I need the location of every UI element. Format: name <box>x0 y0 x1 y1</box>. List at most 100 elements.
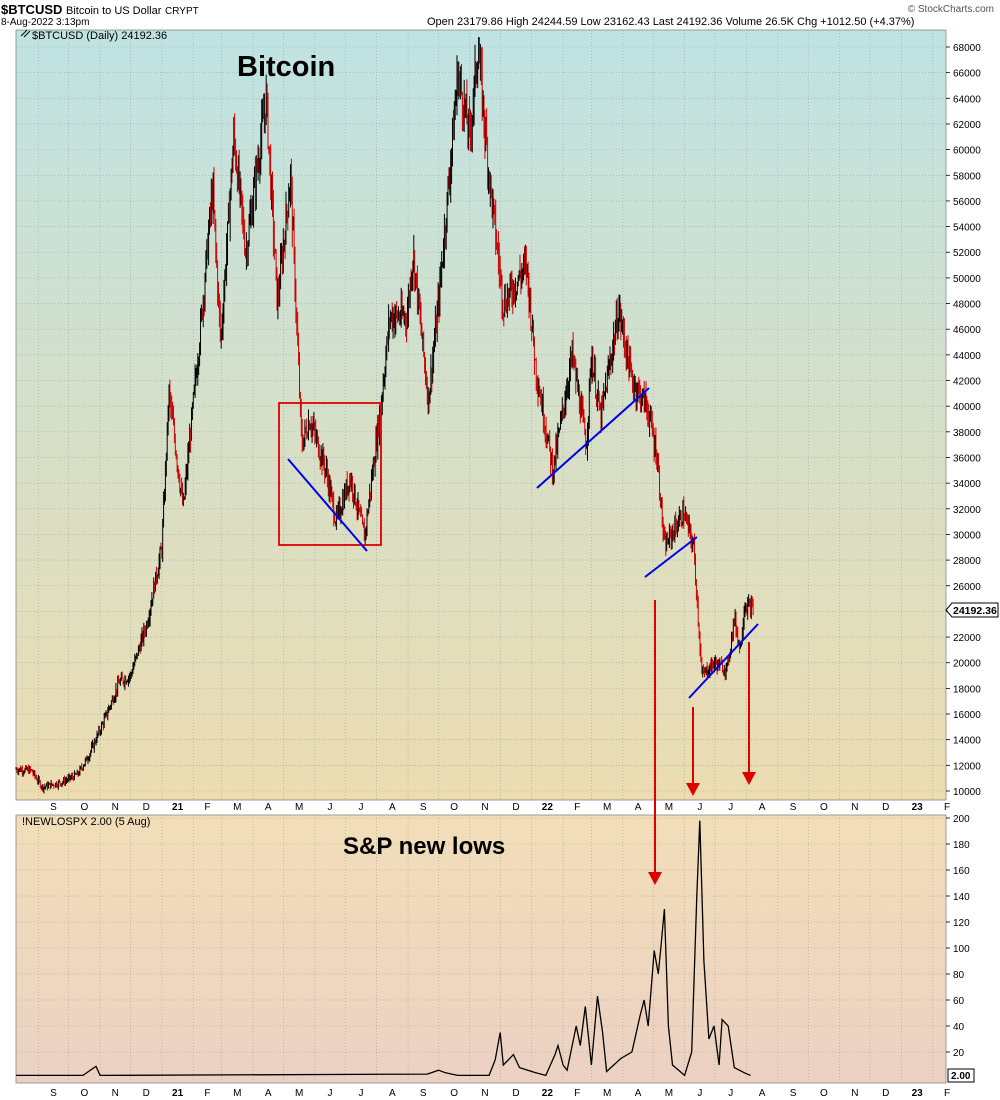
consolidation-box <box>278 402 382 546</box>
y-tick-label: 22000 <box>953 633 981 644</box>
y-tick-label: 56000 <box>953 197 981 208</box>
chart-date: 8-Aug-2022 3:13pm <box>1 17 90 28</box>
newlows-legend: !NEWLOSPX 2.00 (5 Aug) <box>22 816 150 828</box>
y-tick-label: 34000 <box>953 479 981 490</box>
y-tick-label: 100 <box>953 944 970 955</box>
x-tick-label: S <box>50 802 57 813</box>
x-tick-label: J <box>728 802 733 813</box>
x-tick-label: J <box>328 802 333 813</box>
y-tick-label: 36000 <box>953 453 981 464</box>
y-tick-label: 16000 <box>953 710 981 721</box>
newlows-annotation: S&P new lows <box>343 833 505 860</box>
trendline-4 <box>688 623 759 699</box>
x-tick-label: 23 <box>912 802 924 813</box>
x-tick-label: 22 <box>542 802 554 813</box>
x-tick-label: S <box>50 1088 57 1099</box>
x-tick-label: D <box>882 1088 889 1099</box>
gridlines <box>16 30 946 1083</box>
price-last-tag: 24192.36 <box>945 602 999 618</box>
y-tick-label: 66000 <box>953 69 981 80</box>
x-tick-label: J <box>697 1088 702 1099</box>
x-tick-label: F <box>944 1088 950 1099</box>
y-tick-label: 42000 <box>953 377 981 388</box>
y-tick-label: 14000 <box>953 736 981 747</box>
x-tick-label: M <box>295 802 303 813</box>
y-tick-label: 50000 <box>953 274 981 285</box>
y-tick-label: 80 <box>953 970 965 981</box>
x-tick-label: D <box>512 802 519 813</box>
x-tick-label: A <box>759 1088 766 1099</box>
y-tick-label: 26000 <box>953 582 981 593</box>
newlows-line <box>16 820 751 1077</box>
y-tick-label: 38000 <box>953 428 981 439</box>
price-y-axis: 1000012000140001600018000200002200024000… <box>946 43 981 798</box>
x-tick-label: O <box>450 802 458 813</box>
y-tick-label: 40000 <box>953 402 981 413</box>
newlows-last-value: 2.00 <box>951 1071 971 1082</box>
instrument-name: Bitcoin to US Dollar <box>66 5 162 17</box>
ohlc-readout: Open 23179.86 High 24244.59 Low 23162.43… <box>427 16 915 28</box>
newlows-last-tag: 2.00 <box>947 1068 975 1083</box>
x-tick-label: 21 <box>172 1088 184 1099</box>
newlows-y-axis: 20 40 60 80 100 120 140 160 180 200 <box>946 814 970 1059</box>
y-tick-label: 32000 <box>953 505 981 516</box>
newlows-panel-bg <box>15 814 947 1084</box>
newlows-x-axis: S O N D 21 F M A M J J A S O N D 22 F M A M J J A S O N D 23 F <box>50 1088 950 1099</box>
x-tick-label: J <box>358 1088 363 1099</box>
newlows-legend-text: !NEWLOSPX 2.00 (5 Aug) <box>22 816 150 828</box>
x-tick-label: M <box>603 1088 611 1099</box>
x-tick-label: N <box>112 1088 119 1099</box>
x-tick-label: J <box>697 802 702 813</box>
x-tick-label: F <box>944 802 950 813</box>
y-tick-label: 68000 <box>953 43 981 54</box>
x-tick-label: D <box>143 802 150 813</box>
y-tick-label: 64000 <box>953 94 981 105</box>
x-tick-label: M <box>295 1088 303 1099</box>
x-tick-label: 21 <box>172 802 184 813</box>
x-tick-label: 23 <box>912 1088 924 1099</box>
x-tick-label: A <box>389 802 396 813</box>
y-tick-label: 60 <box>953 996 965 1007</box>
arrow-august <box>742 642 756 785</box>
bitcoin-annotation: Bitcoin <box>237 51 335 83</box>
x-tick-label: N <box>851 1088 858 1099</box>
x-tick-label: M <box>233 1088 241 1099</box>
x-tick-label: N <box>112 802 119 813</box>
x-tick-label: S <box>420 1088 427 1099</box>
x-tick-label: A <box>635 1088 642 1099</box>
x-tick-label: S <box>790 802 797 813</box>
price-legend-text: $BTCUSD (Daily) 24192.36 <box>32 30 167 42</box>
y-tick-label: 160 <box>953 866 970 877</box>
y-tick-label: 18000 <box>953 684 981 695</box>
x-tick-label: F <box>204 802 210 813</box>
y-tick-label: 120 <box>953 918 970 929</box>
x-tick-label: J <box>358 802 363 813</box>
x-tick-label: S <box>420 802 427 813</box>
price-bars <box>15 37 754 794</box>
y-tick-label: 44000 <box>953 351 981 362</box>
x-tick-label: M <box>233 802 241 813</box>
y-tick-label: 52000 <box>953 248 981 259</box>
x-tick-label: J <box>328 1088 333 1099</box>
y-tick-label: 60000 <box>953 146 981 157</box>
trendline-2 <box>536 387 650 489</box>
x-tick-label: M <box>665 1088 673 1099</box>
price-x-axis: S O N D 21 F M A M J J A S O N D 22 F M A M J J A S O N D 23 F <box>50 802 950 813</box>
x-tick-label: A <box>265 1088 272 1099</box>
x-tick-label: M <box>665 802 673 813</box>
y-tick-label: 62000 <box>953 120 981 131</box>
y-tick-label: 20000 <box>953 659 981 670</box>
y-tick-label: 48000 <box>953 300 981 311</box>
x-tick-label: J <box>728 1088 733 1099</box>
x-tick-label: O <box>820 1088 828 1099</box>
x-tick-label: A <box>265 802 272 813</box>
x-tick-label: F <box>574 802 580 813</box>
x-tick-label: N <box>481 802 488 813</box>
y-tick-label: 180 <box>953 840 970 851</box>
y-tick-label: 10000 <box>953 787 981 798</box>
x-tick-label: F <box>204 1088 210 1099</box>
exchange: CRYPT <box>165 6 199 17</box>
y-tick-label: 40 <box>953 1022 965 1033</box>
x-tick-label: O <box>80 1088 88 1099</box>
price-panel-bg <box>15 29 947 801</box>
